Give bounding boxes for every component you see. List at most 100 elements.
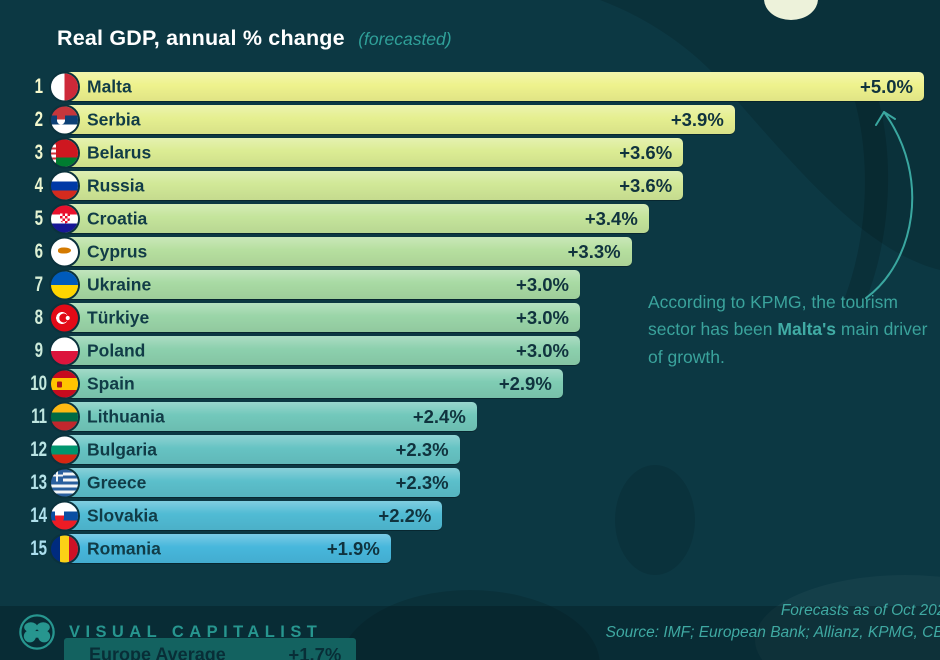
country-label: Ukraine (87, 274, 152, 294)
annotation-bold: Malta's (777, 319, 837, 340)
table-row: 9 Poland +3.0% (0, 334, 940, 367)
rank-label: 9 (34, 338, 44, 362)
source-notes: Forecasts as of Oct 2024 Source: IMF; Eu… (334, 600, 940, 644)
bar: Ukraine +3.0% (51, 270, 580, 299)
country-label: Belarus (87, 142, 152, 162)
rank-label: 14 (30, 503, 48, 527)
table-row: 8 Türkiye +3.0% (0, 301, 940, 334)
malta-flag-icon (51, 73, 78, 100)
greece-flag-icon (51, 469, 78, 496)
average-label: Europe Average (89, 644, 226, 660)
table-row: 4 Russia +3.6% (0, 169, 940, 202)
chart-header: Real GDP, annual % change (forecasted) (57, 26, 452, 51)
bar: Belarus +3.6% (51, 138, 684, 167)
average-bar: Europe Average +1.7% (64, 638, 357, 660)
country-label: Slovakia (87, 505, 159, 525)
bar: Slovakia +2.2% (51, 501, 443, 530)
value-label: +3.6% (619, 174, 673, 196)
annotation-after: main driver of growth. (648, 319, 928, 367)
country-label: Croatia (87, 208, 148, 228)
country-label: Poland (87, 340, 146, 360)
rank-label: 8 (34, 305, 44, 329)
value-label: +3.4% (584, 207, 638, 229)
russia-flag-icon (51, 172, 78, 199)
brand: VISUAL CAPITALIST (18, 613, 322, 651)
footer-strip (0, 606, 940, 660)
rank-label: 15 (30, 536, 48, 560)
table-row: 15 Romania +1.9% (0, 532, 940, 565)
rank-label: 3 (34, 140, 44, 164)
lithuania-flag-icon (51, 403, 78, 430)
annotation-before: According to KPMG, the tourism sector ha… (648, 292, 898, 340)
bar: Greece +2.3% (51, 468, 460, 497)
visual-capitalist-logo-icon (19, 614, 55, 650)
bulgaria-flag-icon (51, 436, 78, 463)
annotation-text: According to KPMG, the tourism sector ha… (648, 289, 938, 371)
bar: Bulgaria +2.3% (51, 435, 460, 464)
value-label: +3.0% (516, 339, 569, 361)
chart-subtitle: (forecasted) (358, 29, 452, 49)
partial-badge-circle (764, 0, 818, 20)
rank-label: 11 (30, 404, 47, 428)
rank-label: 13 (30, 470, 48, 494)
value-label: +2.3% (395, 438, 449, 460)
table-row: 12 Bulgaria +2.3% (0, 433, 940, 466)
brand-name: VISUAL CAPITALIST (69, 622, 323, 641)
rank-label: 2 (34, 107, 44, 131)
table-row: 14 Slovakia +2.2% (0, 499, 940, 532)
bar: Romania +1.9% (51, 534, 391, 563)
rank-label: 7 (34, 272, 44, 296)
table-row: 6 Cyprus +3.3% (0, 235, 940, 268)
bar: Türkiye +3.0% (51, 303, 580, 332)
ukraine-flag-icon (51, 271, 78, 298)
table-row: 11 Lithuania +2.4% (0, 400, 940, 433)
bar: Serbia +3.9% (51, 105, 735, 134)
country-label: Greece (87, 472, 147, 492)
bar: Russia +3.6% (51, 171, 684, 200)
value-label: +2.2% (378, 504, 432, 526)
country-label: Romania (87, 538, 161, 558)
rank-label: 5 (34, 206, 44, 230)
country-label: Lithuania (87, 406, 165, 426)
table-row: 5 Croatia +3.4% (0, 202, 940, 235)
turkiye-flag-icon (51, 304, 78, 331)
table-row: 3 Belarus +3.6% (0, 136, 940, 169)
table-row: 10 Spain +2.9% (0, 367, 940, 400)
bar: Poland +3.0% (51, 336, 580, 365)
slovakia-flag-icon (51, 502, 78, 529)
serbia-flag-icon (51, 106, 78, 133)
romania-flag-icon (51, 535, 78, 562)
country-label: Russia (87, 175, 145, 195)
average-value-label: +1.7% (288, 644, 342, 660)
bar: Cyprus +3.3% (51, 237, 632, 266)
table-row: 1 Malta +5.0% (0, 70, 940, 103)
bar: Croatia +3.4% (51, 204, 649, 233)
value-label: +3.6% (619, 141, 673, 163)
table-row: 13 Greece +2.3% (0, 466, 940, 499)
country-label: Spain (87, 373, 135, 393)
cyprus-flag-icon (51, 238, 78, 265)
rank-label: 1 (34, 74, 44, 98)
country-label: Türkiye (87, 307, 150, 327)
rank-label: 4 (34, 173, 44, 197)
value-label: +3.0% (516, 306, 569, 328)
table-row: 2 Serbia +3.9% (0, 103, 940, 136)
bar: Spain +2.9% (51, 369, 563, 398)
chart-title: Real GDP, annual % change (57, 26, 345, 50)
croatia-flag-icon (51, 205, 78, 232)
bar: Lithuania +2.4% (51, 402, 477, 431)
rank-label: 6 (34, 239, 44, 263)
value-label: +2.9% (498, 372, 552, 394)
belarus-flag-icon (51, 139, 78, 166)
value-label: +3.0% (516, 273, 569, 295)
rank-label: 10 (30, 371, 48, 395)
bar: Malta +5.0% (51, 72, 924, 101)
value-label: +3.3% (567, 240, 621, 262)
country-label: Serbia (87, 109, 141, 129)
value-label: +3.9% (670, 108, 724, 130)
value-label: +1.9% (326, 537, 380, 559)
bar-chart: 1 Malta +5.0% 2 Serbia +3.9% 3 (0, 70, 940, 660)
spain-flag-icon (51, 370, 78, 397)
bar-rows: 1 Malta +5.0% 2 Serbia +3.9% 3 (0, 70, 940, 565)
